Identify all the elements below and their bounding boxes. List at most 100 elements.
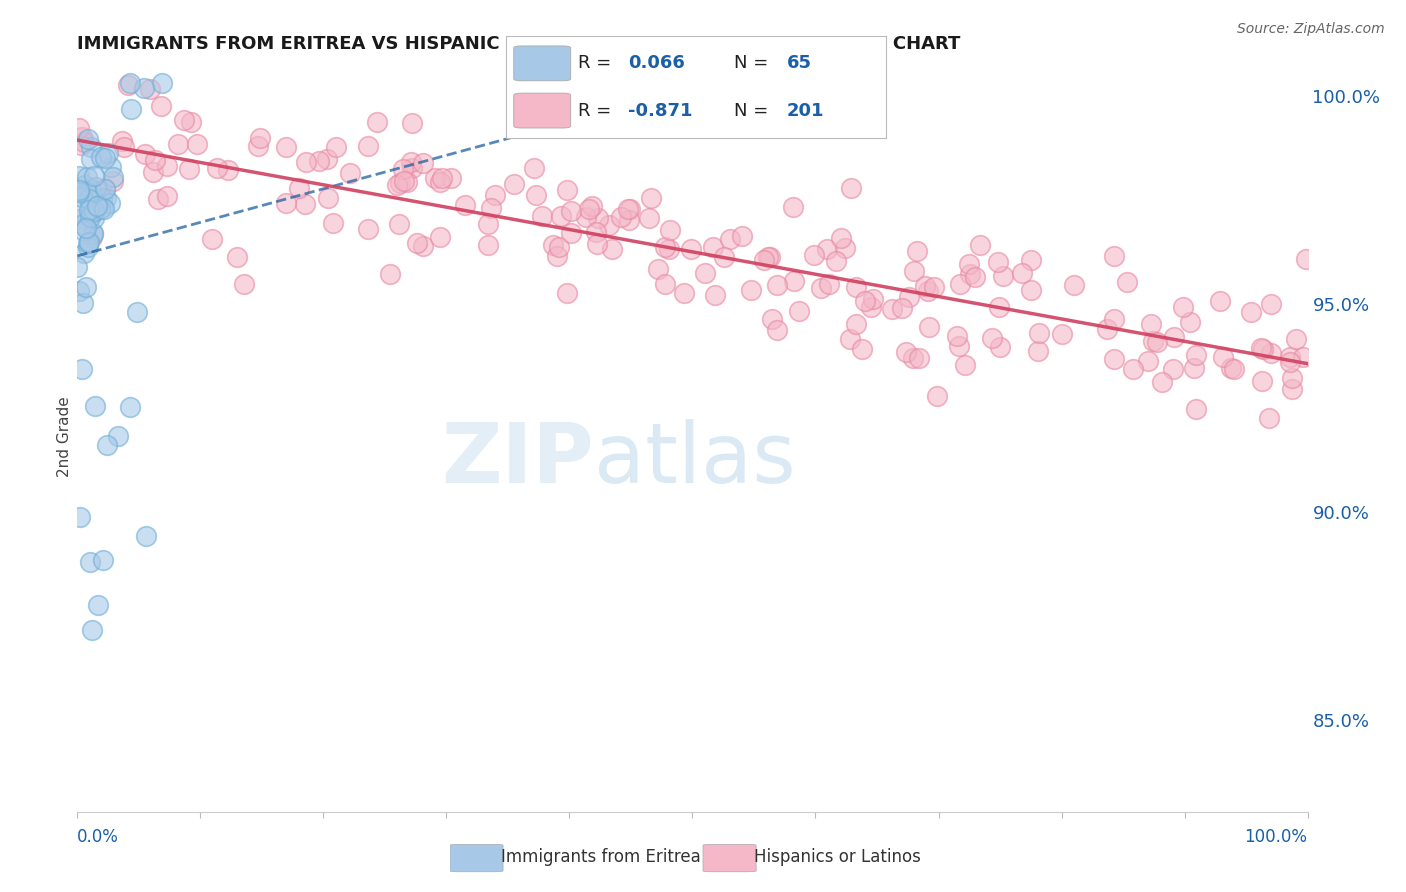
Point	[957, 257, 980, 271]
Point	[637, 211, 659, 226]
Point	[575, 210, 598, 224]
Point	[93, 151, 115, 165]
Point	[79, 192, 101, 206]
Point	[713, 250, 735, 264]
Point	[946, 329, 969, 343]
Point	[111, 134, 134, 148]
Point	[477, 218, 499, 232]
Point	[617, 202, 640, 216]
Point	[981, 331, 1004, 345]
Point	[925, 389, 948, 403]
Point	[1178, 315, 1201, 329]
Point	[401, 161, 423, 175]
Point	[412, 155, 434, 169]
Point	[1021, 284, 1043, 298]
Point	[959, 268, 981, 282]
Point	[581, 199, 603, 213]
Point	[825, 253, 848, 268]
Point	[484, 188, 506, 202]
Point	[67, 285, 90, 299]
Point	[1019, 252, 1042, 267]
Point	[90, 150, 112, 164]
Point	[731, 228, 754, 243]
Point	[315, 153, 337, 167]
Point	[179, 161, 201, 176]
Point	[1182, 360, 1205, 375]
Point	[357, 139, 380, 153]
Point	[246, 139, 269, 153]
Point	[523, 161, 546, 175]
Point	[80, 202, 103, 217]
Point	[765, 278, 787, 293]
Point	[83, 211, 105, 225]
FancyBboxPatch shape	[450, 845, 503, 871]
Point	[72, 135, 94, 149]
Point	[647, 262, 669, 277]
Point	[79, 152, 101, 166]
Point	[93, 202, 115, 216]
Point	[1223, 362, 1246, 376]
Point	[479, 201, 502, 215]
Point	[83, 203, 105, 218]
Point	[233, 277, 256, 291]
Point	[380, 267, 402, 281]
Point	[77, 202, 100, 217]
Point	[392, 161, 415, 176]
Point	[1122, 362, 1144, 376]
Point	[555, 183, 578, 197]
Point	[429, 175, 451, 189]
Point	[546, 248, 568, 262]
Point	[79, 139, 101, 153]
Point	[860, 300, 883, 314]
Point	[135, 529, 157, 543]
Point	[76, 169, 98, 184]
Point	[1212, 350, 1234, 364]
Point	[948, 338, 970, 352]
Point	[75, 280, 97, 294]
Point	[560, 204, 582, 219]
Point	[585, 225, 607, 239]
Point	[274, 139, 297, 153]
Point	[72, 217, 94, 231]
Point	[84, 179, 107, 194]
Point	[103, 174, 125, 188]
Point	[385, 178, 408, 192]
Point	[366, 115, 388, 129]
Text: Source: ZipAtlas.com: Source: ZipAtlas.com	[1237, 22, 1385, 37]
Point	[759, 250, 782, 264]
Point	[654, 277, 676, 291]
Text: ZIP: ZIP	[441, 419, 595, 500]
Text: Hispanics or Latinos: Hispanics or Latinos	[754, 848, 921, 866]
Point	[225, 250, 247, 264]
Point	[1260, 297, 1282, 311]
Point	[658, 242, 681, 256]
Point	[903, 264, 925, 278]
Text: R =: R =	[578, 102, 617, 120]
Point	[679, 242, 702, 256]
Point	[308, 153, 330, 168]
Point	[578, 202, 600, 216]
Point	[1260, 345, 1282, 359]
Point	[173, 113, 195, 128]
Point	[531, 209, 554, 223]
Point	[75, 220, 97, 235]
Point	[896, 344, 918, 359]
Point	[142, 165, 165, 179]
Point	[810, 280, 832, 294]
Point	[1184, 401, 1206, 416]
Point	[94, 182, 117, 196]
Text: N =: N =	[734, 102, 773, 120]
Point	[430, 171, 453, 186]
Point	[839, 332, 862, 346]
Point	[67, 169, 90, 184]
Point	[117, 78, 139, 93]
Point	[1208, 294, 1230, 309]
Point	[965, 270, 987, 285]
Point	[1137, 354, 1160, 368]
Text: 0.0%: 0.0%	[77, 828, 120, 847]
Point	[399, 155, 422, 169]
Point	[673, 285, 696, 300]
Point	[949, 277, 972, 291]
Point	[94, 181, 117, 195]
Point	[609, 210, 631, 224]
